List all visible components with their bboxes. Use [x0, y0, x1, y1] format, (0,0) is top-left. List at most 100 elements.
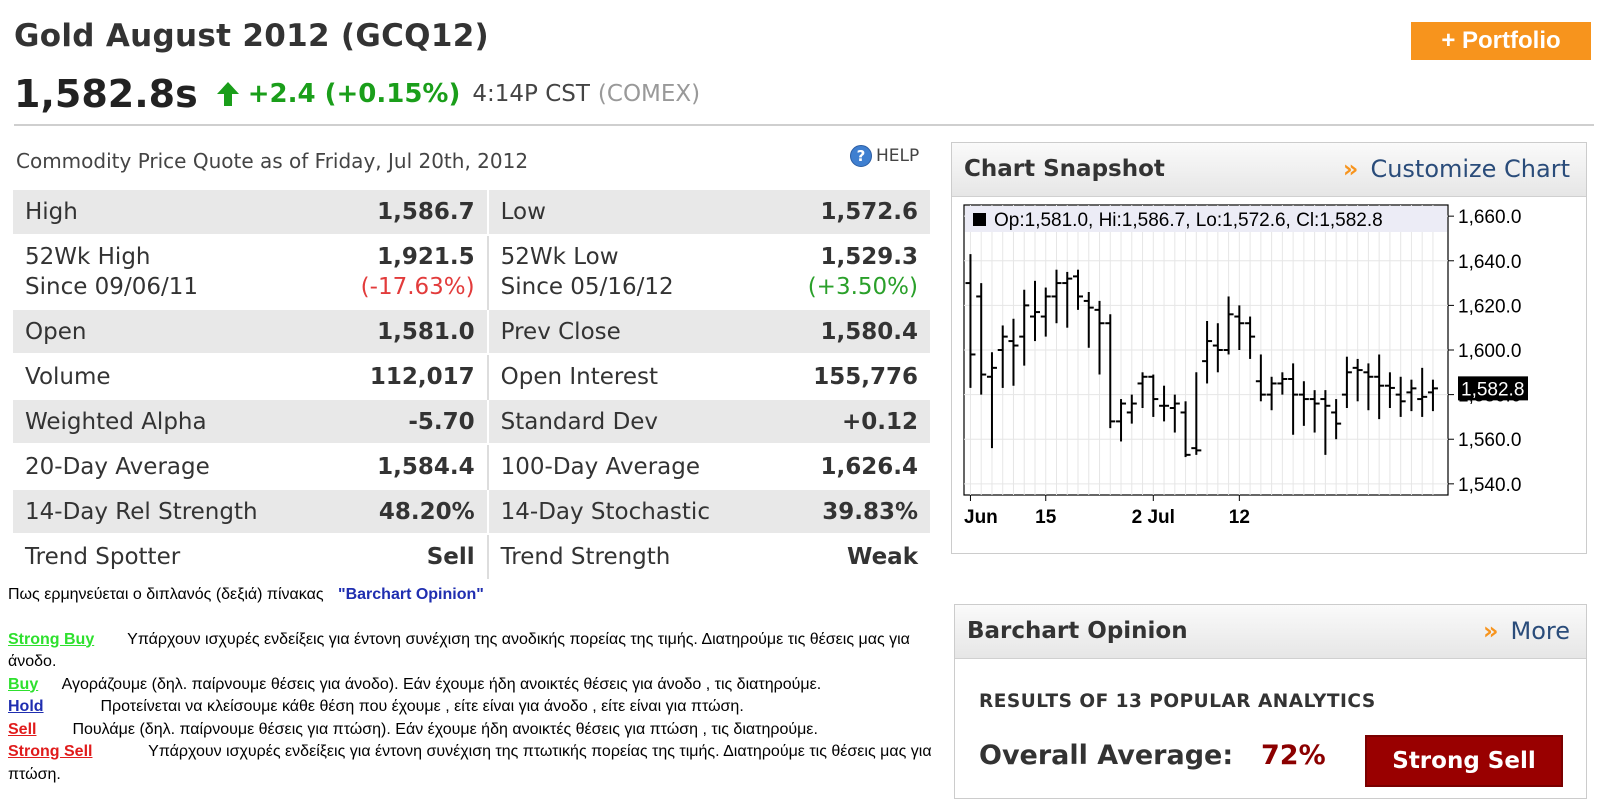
legend-text: Προτείνεται να κλείσουμε κάθε θέση που έ…: [100, 698, 744, 715]
legend-text: Υπάρχουν ισχυρές ενδείξεις για έντονη συ…: [8, 630, 910, 671]
y-tick-label: 1,620.0: [1458, 296, 1521, 317]
quote-label: Standard Dev: [487, 398, 769, 444]
ohlc-bar: [1395, 376, 1406, 417]
quote-label: High: [13, 190, 321, 235]
price-chart[interactable]: 1,660.01,640.01,620.01,600.01,580.01,560…: [952, 143, 1588, 555]
quote-value: 1,529.3 (+3.50%): [768, 234, 930, 309]
help-icon: ?: [850, 145, 872, 167]
ohlc-bar: [1137, 372, 1148, 408]
quote-label: 52Wk High Since 09/06/11: [13, 234, 321, 309]
quote-value: 1,586.7: [320, 190, 489, 235]
quote-label-sub: Since 09/06/11: [25, 274, 198, 300]
ohlc-bar: [1277, 372, 1288, 395]
help-link[interactable]: ? HELP: [850, 145, 919, 167]
ohlc-bar: [1073, 269, 1084, 310]
double-chevron-icon: »: [1482, 617, 1499, 645]
ohlc-bar: [1040, 287, 1051, 337]
ohlc-bar: [1083, 292, 1094, 348]
exchange-label: (COMEX): [597, 81, 701, 107]
quote-value: 1,580.4: [768, 308, 930, 354]
quote-label: Open: [13, 308, 321, 354]
ohlc-bar: [1363, 363, 1374, 411]
quote-value: -5.70: [320, 398, 489, 444]
quote-label: Prev Close: [487, 308, 769, 354]
customize-chart-link[interactable]: » Customize Chart: [1343, 155, 1570, 183]
legend-text: Πουλάμε (δηλ. παίρνουμε θέσεις για πτώση…: [72, 720, 818, 738]
ohlc-bar: [997, 325, 1008, 388]
ohlc-bar: [1019, 289, 1030, 366]
legend-square-icon: [973, 213, 986, 226]
last-price-marker-label: 1,582.8: [1461, 379, 1524, 400]
table-row: 20-Day Average 1,584.4 100-Day Average 1…: [13, 443, 930, 489]
legend-text: Αγοράζουμε (δηλ. παίρνουμε θέσεις για άν…: [61, 675, 822, 693]
ohlc-bar: [1384, 372, 1395, 408]
overall-average-value: 72%: [1261, 740, 1326, 771]
ohlc-bar: [1180, 401, 1191, 458]
y-tick-label: 1,560.0: [1458, 430, 1521, 451]
opinion-heading: RESULTS OF 13 POPULAR ANALYTICS: [979, 691, 1376, 712]
table-row: Weighted Alpha -5.70 Standard Dev +0.12: [13, 398, 930, 444]
legend-tag-buy: Buy: [8, 675, 39, 693]
ohlc-bar: [1417, 367, 1428, 417]
ohlc-bar: [1374, 354, 1385, 420]
ohlc-bar: [1051, 269, 1062, 324]
ohlc-bar: [1148, 374, 1159, 417]
legend-tag-hold: Hold: [8, 698, 44, 715]
quote-table: High 1,586.7 Low 1,572.6 52Wk High Since…: [13, 190, 930, 579]
y-tick-label: 1,660.0: [1458, 207, 1521, 228]
ohlc-bar: [1202, 321, 1213, 384]
divider: [14, 124, 1594, 126]
opinion-legend: Πως ερμηνεύεται ο διπλανός (δεξιά) πίνακ…: [8, 584, 938, 786]
ohlc-bar: [986, 352, 997, 449]
ohlc-bar: [1255, 354, 1266, 402]
ohlc-bar: [1223, 296, 1234, 355]
table-row: High 1,586.7 Low 1,572.6: [13, 190, 930, 235]
ohlc-strip: [965, 206, 1447, 232]
quote-value-sub: (-17.63%): [360, 274, 475, 300]
quote-label: 14-Day Stochastic: [487, 488, 769, 534]
quote-value: 1,626.4: [768, 443, 930, 489]
page-title: Gold August 2012 (GCQ12): [14, 18, 490, 54]
quote-label-sub: Since 05/16/12: [500, 274, 674, 300]
quote-label: 20-Day Average: [13, 443, 321, 489]
ohlc-bar: [1212, 323, 1223, 373]
quote-value-main: 1,529.3: [820, 244, 919, 270]
ohlc-bar: [1341, 356, 1352, 408]
quote-value: 1,584.4: [320, 443, 489, 489]
legend-tag-strong-sell: Strong Sell: [8, 743, 93, 760]
ohlc-bar: [1309, 390, 1320, 433]
quote-time: 4:14P CST: [472, 81, 590, 107]
ohlc-bar: [1116, 399, 1127, 442]
chart-panel-title: Chart Snapshot: [964, 156, 1165, 182]
ohlc-bar: [1245, 316, 1256, 359]
quote-label: 100-Day Average: [487, 443, 769, 489]
chart-panel-header: Chart Snapshot » Customize Chart: [952, 143, 1586, 197]
table-row: Trend Spotter Sell Trend Strength Weak: [13, 533, 930, 579]
chart-snapshot-panel: Chart Snapshot » Customize Chart 1,660.0…: [951, 142, 1587, 554]
quote-label: Volume: [13, 353, 321, 399]
quote-label: Trend Strength: [487, 533, 769, 579]
ohlc-bar: [1008, 318, 1019, 386]
legend-intro: Πως ερμηνεύεται ο διπλανός (δεξιά) πίνακ…: [8, 584, 938, 607]
x-tick-label: 2 Jul: [1132, 507, 1175, 528]
last-price: 1,582.8s: [14, 72, 198, 116]
more-link[interactable]: » More: [1483, 617, 1570, 645]
quote-value: 39.83%: [768, 488, 930, 534]
trend-strength-value: Weak: [768, 533, 930, 579]
quote-label-main: 52Wk High: [25, 244, 151, 270]
legend-text: Υπάρχουν ισχυρές ενδείξεις για έντονη συ…: [8, 743, 932, 783]
table-row: Volume 112,017 Open Interest 155,776: [13, 353, 930, 399]
more-label: More: [1510, 617, 1571, 645]
customize-chart-label: Customize Chart: [1370, 155, 1570, 183]
opinion-signal-badge: Strong Sell: [1365, 735, 1563, 787]
x-tick-label: 15: [1035, 507, 1057, 528]
quote-label: 52Wk Low Since 05/16/12: [487, 234, 769, 309]
barchart-opinion-panel: Barchart Opinion » More RESULTS OF 13 PO…: [954, 604, 1587, 799]
ohlc-bar: [1062, 271, 1073, 328]
y-tick-label: 1,600.0: [1458, 341, 1521, 362]
add-portfolio-button[interactable]: + Portfolio: [1411, 22, 1591, 60]
last-price-marker: [1458, 376, 1528, 401]
double-chevron-icon: »: [1342, 155, 1359, 183]
quote-value: 1,581.0: [320, 308, 489, 354]
overall-average-label: Overall Average:: [979, 740, 1234, 771]
